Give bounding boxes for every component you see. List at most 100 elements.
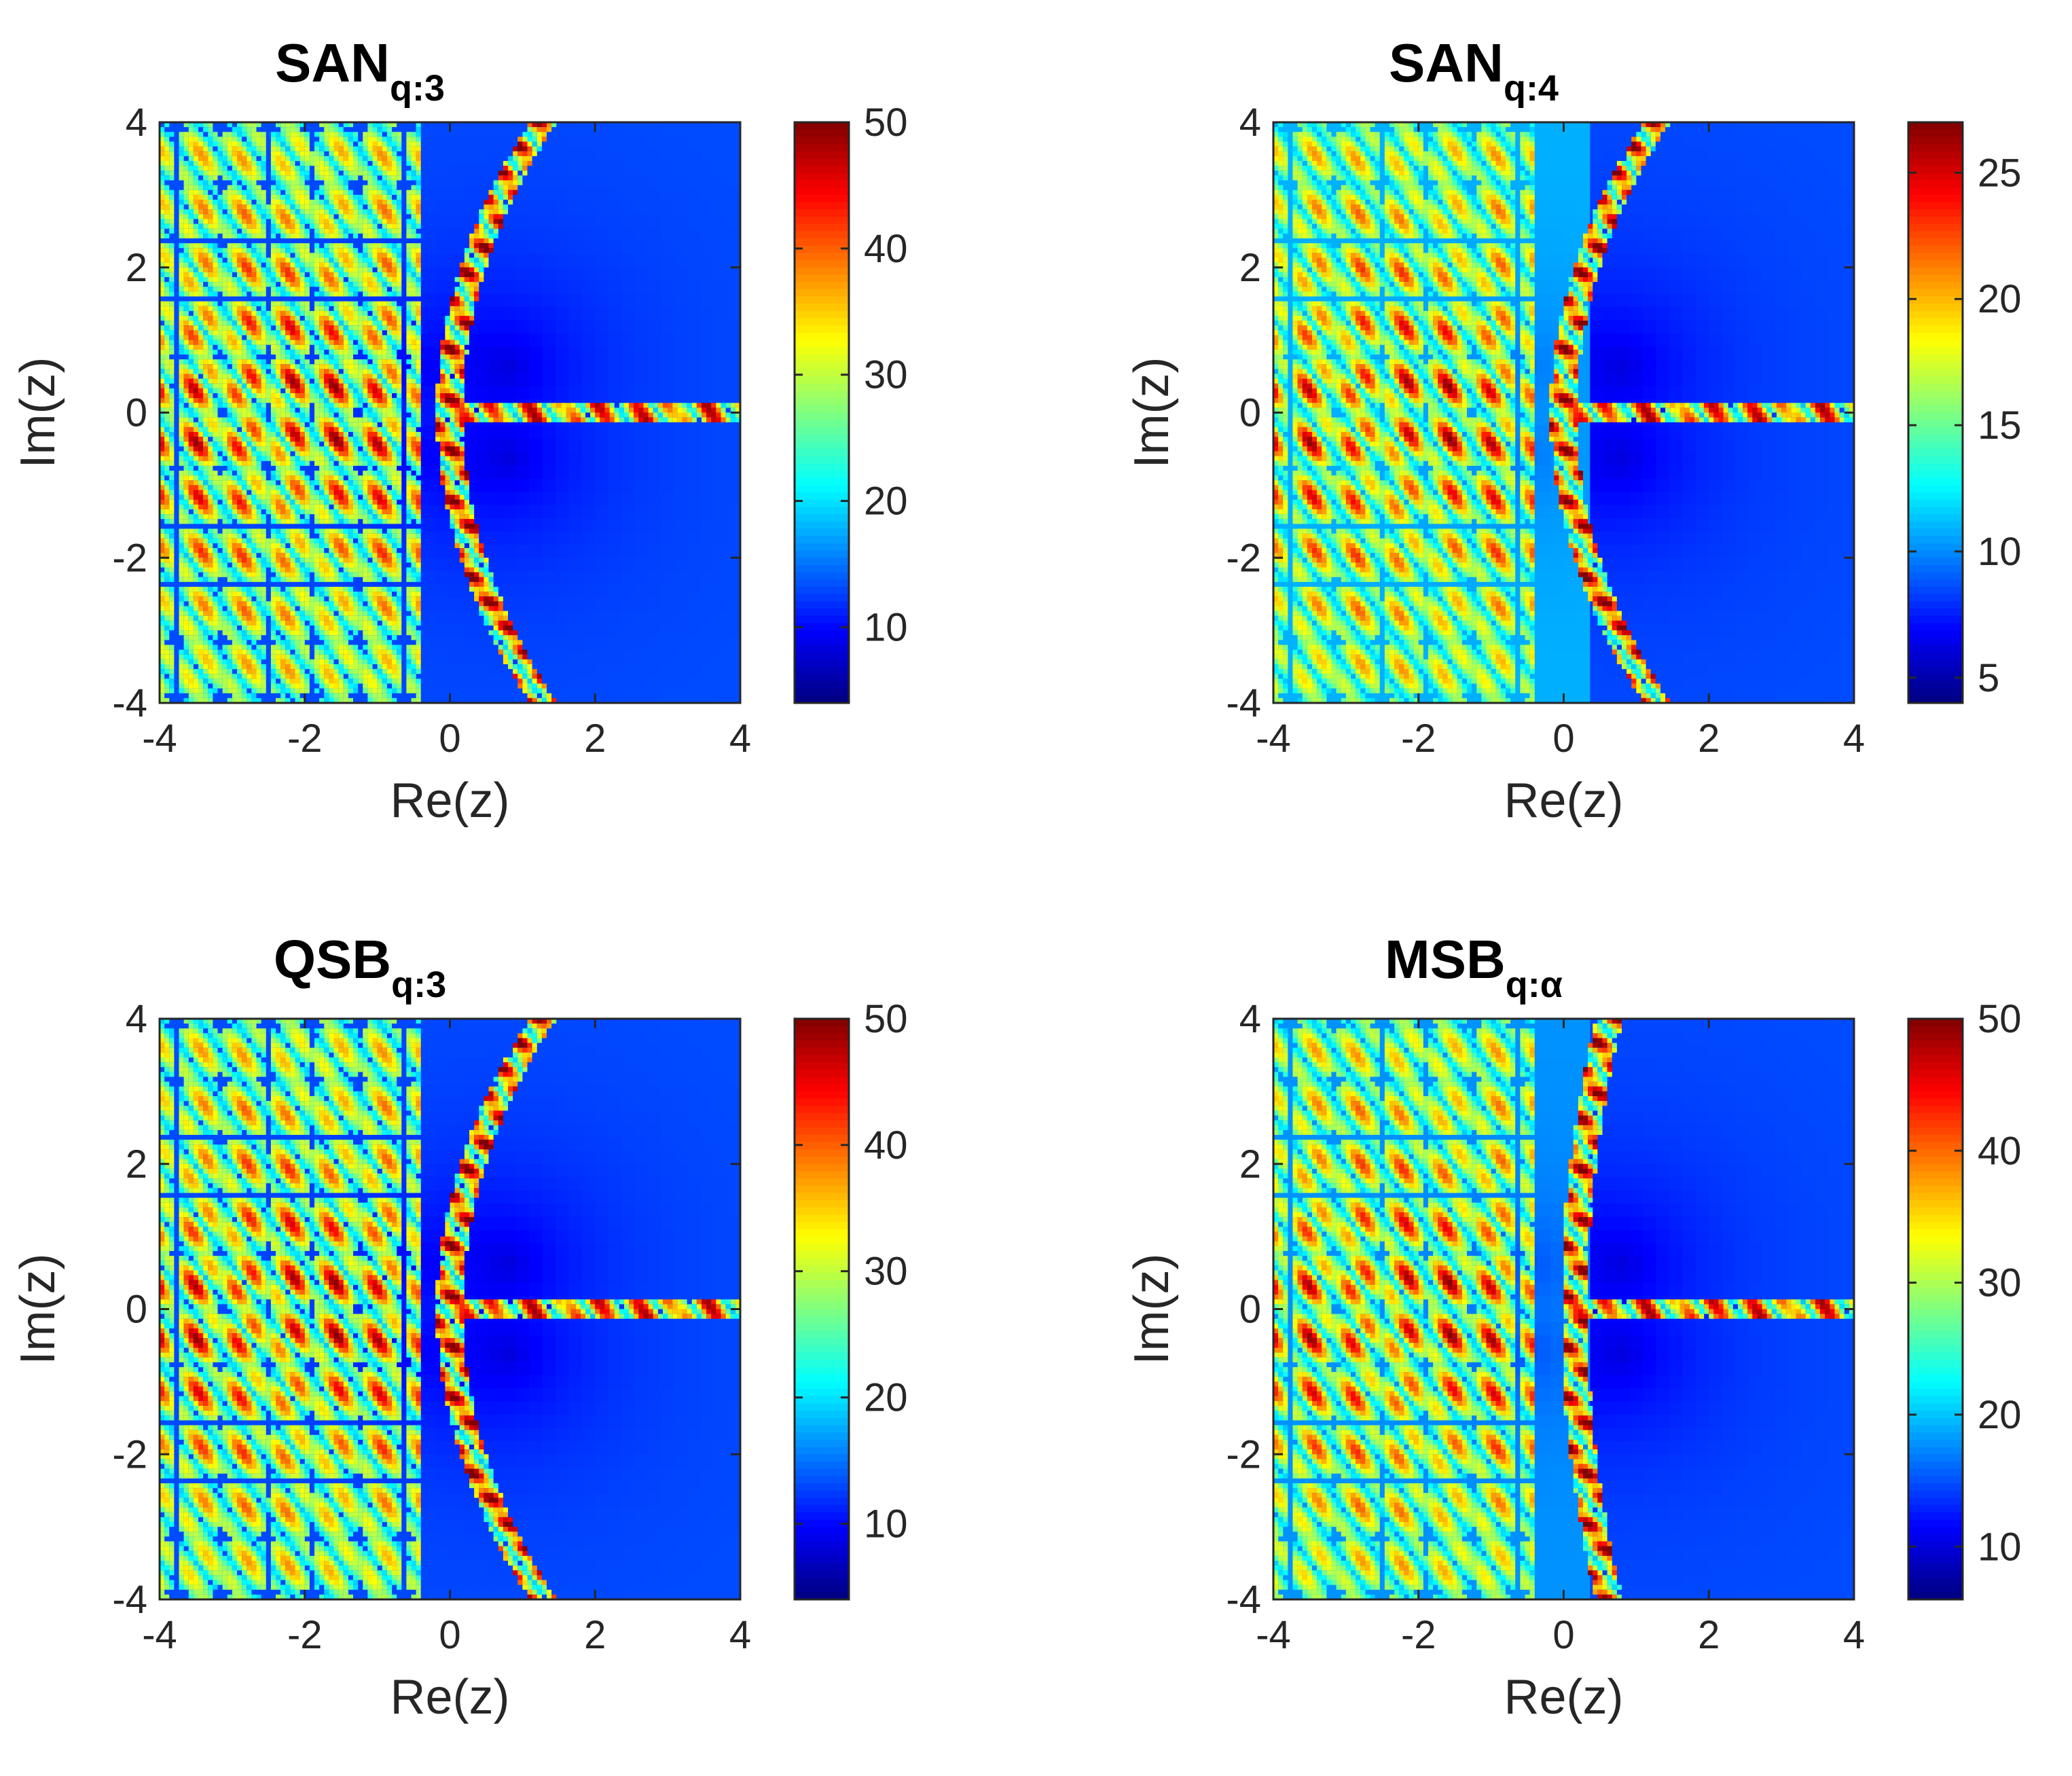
heatmap-cell	[476, 505, 490, 519]
heatmap-spot	[285, 626, 291, 631]
heatmap-spot	[193, 558, 198, 563]
heatmap-spot	[193, 577, 198, 582]
heatmap-spot	[270, 330, 276, 336]
heatmap-spot	[222, 359, 228, 365]
heatmap-cell	[555, 558, 570, 572]
heatmap-spot	[295, 509, 300, 515]
heatmap-spot	[247, 383, 252, 388]
heatmap-spot	[295, 137, 300, 142]
heatmap-spot	[188, 620, 194, 626]
heatmap-spot	[203, 553, 208, 558]
heatmap-spot	[276, 316, 281, 321]
heatmap-cell	[568, 280, 583, 295]
heatmap-spot	[256, 137, 261, 142]
heatmap-cell	[634, 518, 649, 532]
heatmap-spot	[183, 543, 189, 548]
heatmap-spot	[198, 427, 204, 432]
heatmap-spot	[179, 678, 184, 684]
heatmap-spot	[188, 471, 194, 476]
heatmap-cell	[727, 531, 741, 545]
heatmap-spot	[217, 620, 223, 626]
heatmap-spots	[160, 122, 740, 703]
heatmap-spot	[160, 417, 165, 422]
heatmap-cell	[515, 201, 530, 215]
heatmap-cell	[515, 267, 530, 281]
heatmap-spot	[208, 161, 213, 166]
heatmap-cell	[515, 623, 530, 638]
heatmap-spot	[198, 393, 204, 399]
heatmap-spot	[280, 355, 286, 360]
heatmap-spot	[203, 189, 208, 195]
heatmap-spot	[164, 615, 170, 621]
heatmap-cell	[542, 201, 556, 215]
heatmap-spot	[295, 228, 300, 234]
heatmap-spot	[242, 567, 247, 573]
heatmap-spot	[242, 204, 247, 210]
heatmap-spot	[183, 151, 189, 156]
heatmap-spot	[227, 494, 232, 500]
heatmap-cell	[608, 425, 622, 440]
heatmap-spot	[217, 369, 223, 374]
heatmap-cell	[529, 333, 543, 348]
heatmap-spot	[242, 248, 247, 253]
heatmap-spot	[276, 340, 281, 345]
heatmap-spot	[213, 378, 218, 384]
heatmap-spot	[183, 640, 189, 645]
heatmap-spot	[203, 572, 208, 577]
heatmap-spot	[237, 141, 242, 147]
heatmap-spot	[203, 272, 208, 277]
heatmap-spot	[208, 393, 213, 399]
heatmap-spot	[261, 310, 266, 316]
heatmap-cell	[462, 148, 477, 163]
heatmap-spot	[242, 141, 247, 147]
heatmap-spot	[247, 514, 252, 520]
heatmap-spot	[198, 615, 204, 621]
heatmap-cell	[727, 148, 741, 163]
heatmap-spot	[179, 330, 184, 336]
heatmap-spot	[208, 451, 213, 456]
heatmap-spot	[261, 446, 266, 452]
heatmap-cell	[727, 439, 741, 453]
heatmap-spot	[295, 485, 300, 490]
heatmap-cell	[568, 544, 583, 559]
heatmap-spot	[247, 321, 252, 326]
heatmap-spot	[247, 161, 252, 166]
heatmap-cell	[714, 425, 728, 440]
heatmap-spot	[198, 321, 204, 326]
heatmap-spot	[270, 446, 276, 452]
heatmap-cell	[581, 240, 596, 255]
heatmap-spot	[198, 359, 204, 365]
heatmap-spot	[266, 257, 271, 263]
heatmap-cell	[714, 320, 728, 334]
heatmap-spot	[285, 374, 291, 379]
heatmap-spot	[183, 645, 189, 650]
heatmap-spot	[276, 180, 281, 185]
heatmap-spot	[213, 437, 218, 442]
heatmap-spot	[222, 151, 228, 156]
heatmap-spot	[242, 437, 247, 442]
heatmap-spot	[276, 272, 281, 277]
heatmap-spot	[261, 475, 266, 481]
heatmap-spot	[256, 267, 261, 272]
heatmap-spot	[285, 407, 291, 413]
heatmap-spot	[188, 374, 194, 379]
heatmap-spot	[237, 282, 242, 287]
heatmap-cell	[555, 346, 570, 361]
heatmap-cell	[621, 373, 636, 387]
heatmap-spot	[227, 330, 232, 336]
heatmap-spot	[179, 219, 184, 224]
heatmap-spot	[237, 412, 242, 418]
heatmap-spot	[295, 635, 300, 640]
heatmap-spot	[247, 407, 252, 413]
heatmap-spot	[266, 374, 271, 379]
heatmap-spot	[183, 407, 189, 413]
heatmap-spot	[280, 649, 286, 655]
heatmap-cell	[542, 570, 556, 585]
heatmap-cell	[687, 439, 702, 453]
heatmap-spot	[169, 223, 175, 229]
heatmap-spot	[256, 175, 261, 181]
heatmap-cell	[621, 425, 636, 440]
heatmap-spot	[237, 587, 242, 592]
heatmap-spot	[290, 630, 295, 636]
heatmap-spot	[183, 233, 189, 238]
